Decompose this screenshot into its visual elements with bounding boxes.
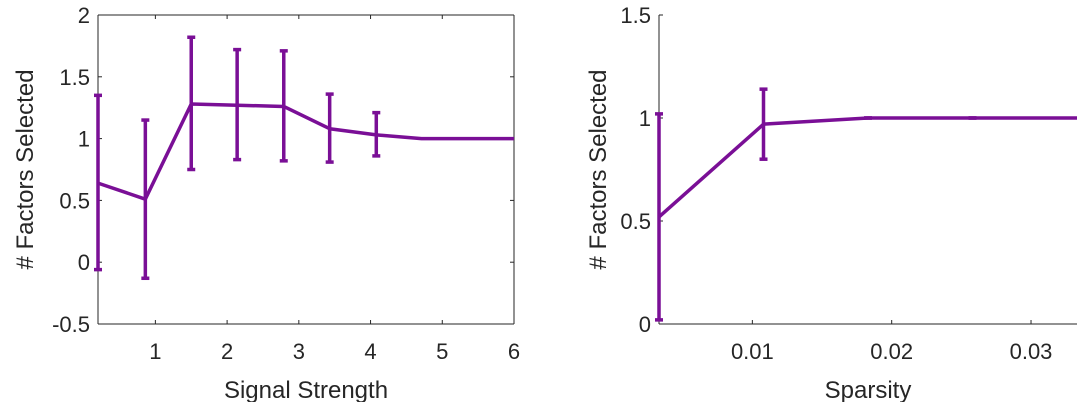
y-axis-label: # Factors Selected: [12, 69, 39, 269]
x-tick-label: 4: [364, 339, 376, 364]
x-tick-label: 3: [293, 339, 305, 364]
x-axis-label: Signal Strength: [224, 377, 388, 402]
error-bar: [325, 92, 334, 164]
y-axis-label: # Factors Selected: [585, 69, 612, 269]
x-tick-label: 2: [221, 339, 233, 364]
error-bar: [233, 47, 242, 162]
series-line: [657, 116, 1077, 219]
error-bar: [279, 49, 288, 163]
series-line: [97, 102, 514, 201]
error-bar: [372, 110, 381, 158]
y-tick-label: 0: [639, 312, 651, 337]
x-tick-label: 0.03: [1010, 339, 1053, 364]
y-tick-label: 1.5: [59, 65, 90, 90]
x-axis-label: Sparsity: [825, 377, 912, 402]
error-bar: [141, 118, 150, 281]
y-tick-label: -0.5: [52, 312, 90, 337]
y-tick-label: 1.5: [620, 3, 651, 28]
y-tick-label: 0: [78, 250, 90, 275]
error-bar: [759, 87, 768, 161]
error-bar: [187, 35, 196, 172]
error-bar: [94, 93, 102, 272]
x-tick-label: 6: [508, 339, 520, 364]
x-tick-label: 0.01: [731, 339, 774, 364]
error-bar: [655, 112, 663, 322]
x-tick-label: 1: [149, 339, 161, 364]
sparsity-chart: 0.01 0.02 0.03 0 0.5 1 1.5 Sparsity # Factors Se…: [585, 3, 1077, 402]
y-tick-label: 0.5: [620, 209, 651, 234]
signal-strength-chart: 1 2 3 4 5 6 -0.5 0 0.5 1 1.5 2 Signal Strength # Fact…: [12, 3, 520, 402]
y-tick-label: 0.5: [59, 188, 90, 213]
x-tick-label: 5: [436, 339, 448, 364]
y-tick-label: 1: [639, 106, 651, 131]
x-tick-label: 0.02: [870, 339, 913, 364]
y-tick-label: 1: [78, 127, 90, 152]
y-tick-label: 2: [78, 3, 90, 28]
